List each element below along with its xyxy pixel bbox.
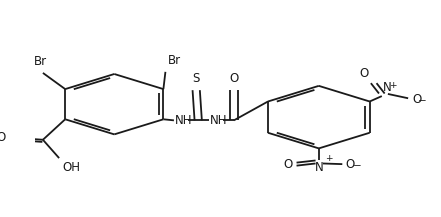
Text: +: + <box>389 81 396 90</box>
Text: −: − <box>352 161 361 171</box>
Text: O: O <box>0 131 5 144</box>
Text: O: O <box>346 158 355 171</box>
Text: N: N <box>314 161 323 174</box>
Text: Br: Br <box>34 54 48 67</box>
Text: S: S <box>193 72 200 85</box>
Text: O: O <box>359 67 369 80</box>
Text: Br: Br <box>168 54 180 67</box>
Text: −: − <box>418 97 427 107</box>
Text: NH: NH <box>209 114 227 127</box>
Text: N: N <box>383 81 392 94</box>
Text: +: + <box>325 154 333 163</box>
Text: O: O <box>229 72 239 85</box>
Text: O: O <box>283 158 292 171</box>
Text: OH: OH <box>62 161 80 174</box>
Text: O: O <box>412 93 422 106</box>
Text: NH: NH <box>175 114 192 127</box>
